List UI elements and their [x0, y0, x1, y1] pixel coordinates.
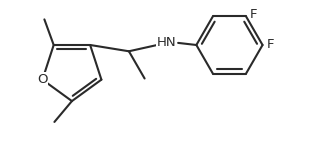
Text: HN: HN	[157, 36, 177, 49]
Text: O: O	[37, 73, 48, 86]
Text: F: F	[250, 8, 257, 21]
Text: F: F	[266, 38, 274, 52]
